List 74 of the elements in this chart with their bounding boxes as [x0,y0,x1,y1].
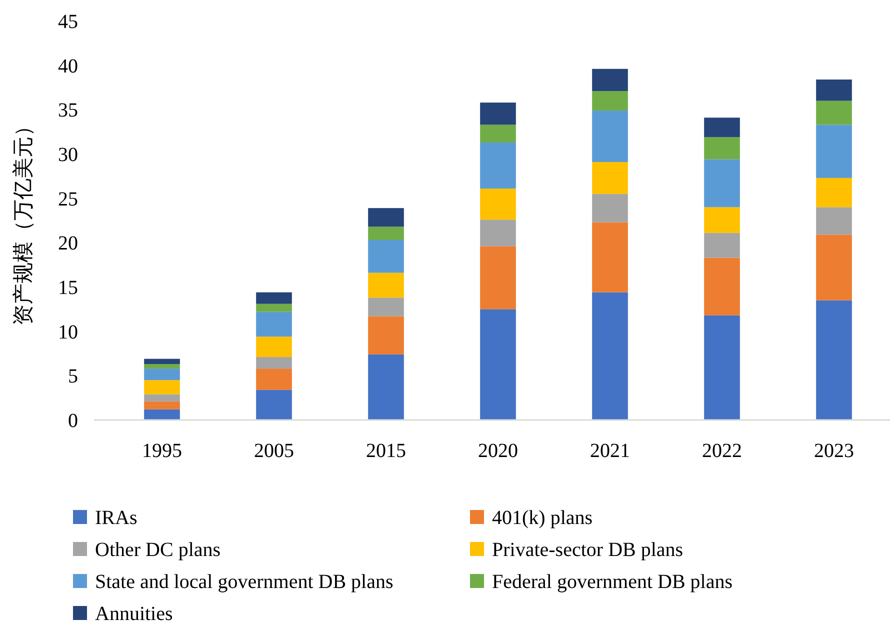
bar [816,207,852,235]
bar [816,178,852,208]
bar [368,240,404,273]
bar [704,315,740,420]
bar [480,309,516,420]
bar [256,390,292,420]
bar [144,401,180,410]
bar [480,142,516,189]
bar [704,118,740,138]
bar [592,110,628,162]
bar [704,159,740,208]
bar [144,394,180,402]
legend-label: State and local government DB plans [95,571,394,593]
bar [704,232,740,258]
bar [144,380,180,394]
bar [368,208,404,227]
bar [480,124,516,142]
bar [144,409,180,420]
bar [480,188,516,220]
bar [704,207,740,233]
bar [592,222,628,292]
bar [592,292,628,420]
bar [144,364,180,369]
bar [592,162,628,194]
bar [256,336,292,358]
bar [704,137,740,160]
legend-label: Private-sector DB plans [492,539,684,561]
bar [144,368,180,380]
x-tick-label: 2022 [702,440,742,462]
y-tick-label: 20 [58,232,78,255]
x-tick-label: 1995 [142,440,182,462]
bar [256,304,292,312]
x-tick-label: 2021 [590,440,630,462]
bar [256,312,292,337]
bar [704,258,740,316]
bar [480,220,516,246]
y-tick-label: 45 [58,11,78,33]
y-tick-label: 0 [68,410,78,432]
bar [368,354,404,420]
bar [816,80,852,101]
bar [256,368,292,390]
bar [592,68,628,92]
bar [368,316,404,354]
bar [144,358,180,364]
bar [368,226,404,240]
y-tick-label: 35 [58,100,78,122]
bar [368,272,404,298]
x-tick-label: 2020 [478,440,518,462]
y-tick-label: 10 [58,321,78,344]
y-tick-label: 30 [58,144,78,166]
bar [256,292,292,304]
y-tick-label: 25 [58,188,78,210]
x-tick-label: 2023 [814,440,854,462]
y-tick-label: 40 [58,55,78,78]
y-tick-label: 5 [68,366,78,388]
bar [368,298,404,316]
bar [256,357,292,369]
y-tick-label: 15 [58,277,78,299]
bar [480,102,516,125]
legend-label: Annuities [95,603,173,625]
y-axis-title: 资产规模（万亿美元） [11,116,35,326]
legend-label: 401(k) plans [492,507,593,529]
bar [592,194,628,222]
x-tick-label: 2015 [366,440,406,462]
bar [816,100,852,125]
legend-label: IRAs [95,507,138,529]
x-tick-label: 2005 [254,440,294,462]
bar [480,246,516,310]
bar [592,91,628,111]
legend-label: Other DC plans [95,539,221,561]
bar [816,300,852,420]
legend-label: Federal government DB plans [492,571,733,593]
bar [816,234,852,300]
bar [816,124,852,178]
